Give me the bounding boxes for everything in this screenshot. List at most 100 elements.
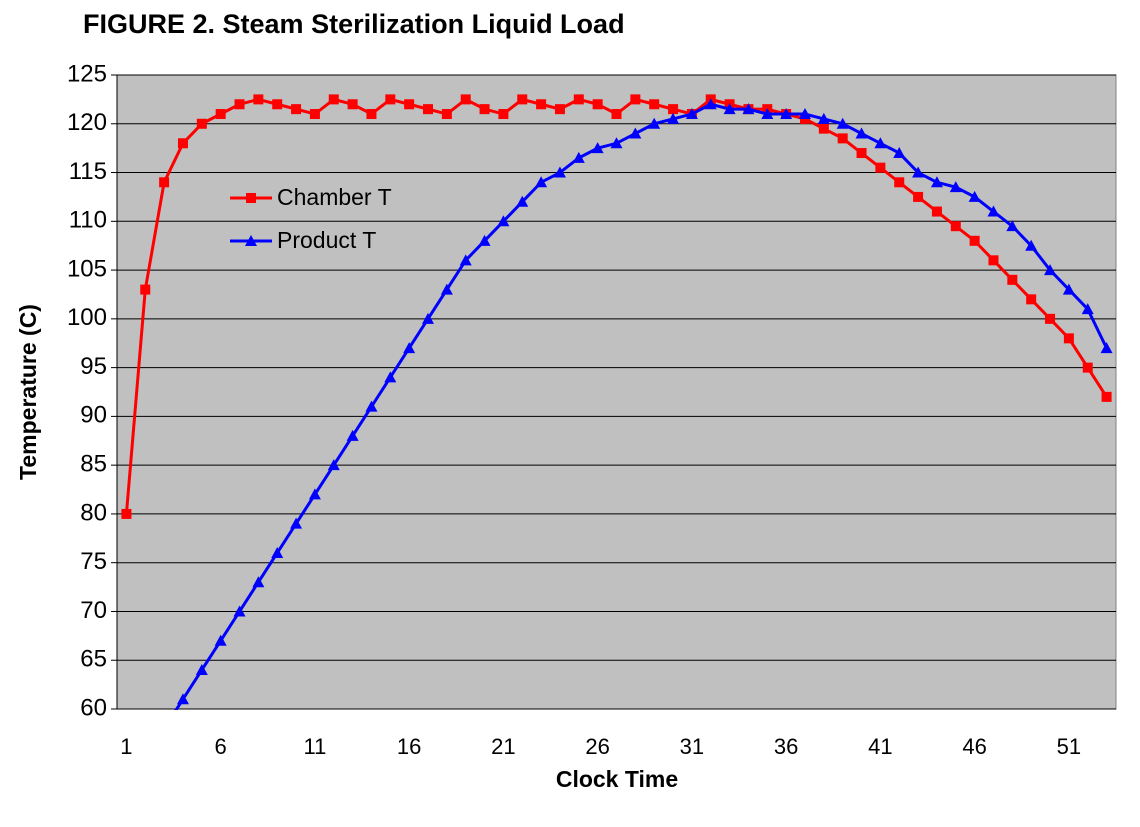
marker — [913, 191, 924, 202]
y-tick-label: 110 — [69, 207, 107, 234]
y-tick-label: 95 — [80, 353, 107, 380]
marker — [1082, 362, 1093, 373]
marker — [536, 99, 547, 110]
marker — [630, 94, 641, 105]
marker — [272, 99, 283, 110]
marker — [253, 94, 264, 105]
x-tick-label: 21 — [491, 734, 515, 759]
marker — [742, 103, 755, 115]
x-tick-label: 1 — [120, 734, 132, 759]
plot-area — [116, 74, 1117, 710]
x-tick-label: 36 — [774, 734, 798, 759]
marker — [195, 663, 208, 675]
marker — [723, 103, 736, 115]
marker — [478, 234, 491, 246]
x-tick-label: 11 — [303, 734, 326, 759]
marker — [535, 176, 548, 188]
marker — [818, 123, 829, 134]
marker — [121, 508, 132, 519]
marker — [667, 112, 680, 124]
marker — [498, 109, 509, 120]
marker — [592, 99, 603, 110]
marker — [572, 151, 585, 163]
chart-title: FIGURE 2. Steam Sterilization Liquid Loa… — [83, 9, 625, 39]
y-axis-label: Temperature (C) — [15, 304, 41, 480]
marker — [176, 693, 189, 705]
y-tick-label: 115 — [69, 158, 107, 185]
marker — [1081, 303, 1094, 315]
marker — [553, 166, 566, 178]
x-axis-label: Clock Time — [556, 766, 678, 792]
marker — [1026, 294, 1037, 305]
marker — [704, 98, 717, 110]
y-tick-label: 85 — [80, 450, 107, 477]
marker — [874, 137, 887, 149]
marker — [252, 576, 265, 588]
x-tick-label: 16 — [397, 734, 421, 759]
marker — [404, 99, 415, 110]
plot-series — [120, 94, 1113, 792]
marker — [139, 752, 151, 763]
marker — [1062, 283, 1075, 295]
marker — [290, 517, 303, 529]
marker — [120, 781, 132, 792]
marker — [1063, 333, 1074, 344]
marker — [177, 138, 188, 149]
marker — [365, 400, 378, 412]
marker — [158, 723, 170, 734]
marker — [610, 137, 623, 149]
marker — [459, 254, 472, 266]
marker — [271, 546, 284, 558]
marker — [988, 255, 999, 266]
legend-label: Chamber T — [277, 184, 392, 210]
marker — [384, 371, 397, 383]
marker — [347, 99, 358, 110]
y-tick-label: 60 — [80, 694, 107, 721]
marker — [649, 99, 660, 110]
legend-label: Product T — [277, 227, 376, 253]
y-tick-label: 120 — [67, 109, 107, 136]
marker — [894, 177, 905, 188]
legend-marker — [245, 235, 257, 246]
marker — [234, 99, 245, 110]
marker — [423, 104, 434, 115]
marker — [517, 94, 528, 105]
marker — [403, 342, 416, 354]
y-tick-label: 105 — [67, 255, 107, 282]
marker — [366, 109, 377, 120]
marker — [969, 235, 980, 246]
marker — [685, 108, 698, 120]
marker — [1101, 391, 1112, 402]
marker — [837, 133, 848, 144]
y-tick-label: 100 — [67, 304, 107, 331]
marker — [930, 176, 943, 188]
marker — [422, 312, 435, 324]
marker — [554, 104, 565, 115]
x-tick-label: 51 — [1057, 734, 1081, 759]
marker — [214, 634, 227, 646]
marker — [573, 94, 584, 105]
marker — [836, 117, 849, 129]
marker — [233, 605, 246, 617]
marker — [440, 283, 453, 295]
marker — [479, 104, 490, 115]
marker — [875, 162, 886, 173]
y-tick-label: 75 — [80, 548, 107, 575]
marker — [668, 104, 679, 115]
marker — [611, 109, 622, 120]
marker — [140, 284, 151, 295]
marker — [950, 221, 961, 232]
marker — [855, 127, 868, 139]
marker — [385, 94, 396, 105]
marker — [629, 127, 642, 139]
y-tick-label: 65 — [80, 646, 107, 673]
x-tick-label: 26 — [585, 734, 609, 759]
marker — [648, 117, 661, 129]
marker — [1007, 274, 1018, 285]
marker — [309, 109, 320, 120]
marker — [441, 109, 452, 120]
marker — [817, 112, 830, 124]
marker — [931, 206, 942, 217]
marker — [893, 147, 906, 159]
marker — [987, 205, 1000, 217]
